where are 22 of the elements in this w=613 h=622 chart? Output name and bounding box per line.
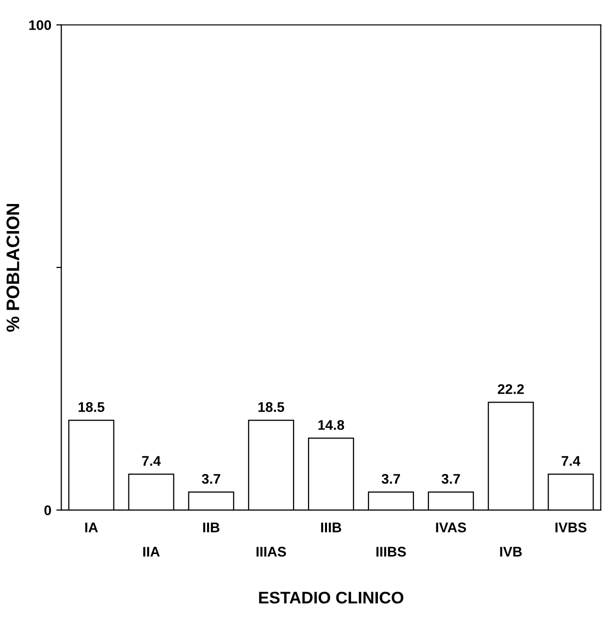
x-tick-label: IIIBS xyxy=(376,546,406,557)
data-label: 22.2 xyxy=(498,384,524,394)
data-label: 7.4 xyxy=(562,456,580,466)
data-label: 18.5 xyxy=(258,402,284,412)
x-tick-label: IIA xyxy=(143,546,160,556)
x-tick-label: IA xyxy=(85,522,98,532)
data-label: 14.8 xyxy=(318,420,344,430)
data-label: 3.7 xyxy=(382,474,400,484)
x-tick-label: IIIB xyxy=(321,522,342,532)
data-label: 3.7 xyxy=(442,474,460,484)
data-label: 18.5 xyxy=(78,402,104,412)
x-tick-label: IVAS xyxy=(436,522,466,532)
x-axis-title: ESTADIO CLINICO xyxy=(259,592,404,604)
y-axis-title: % POBLACION xyxy=(6,204,20,332)
data-label: 7.4 xyxy=(142,456,161,466)
data-label: 3.7 xyxy=(202,474,220,484)
y-tick-label: 100 xyxy=(29,20,52,30)
x-tick-label: IIB xyxy=(203,522,220,532)
x-tick-label: IIIAS xyxy=(256,546,286,557)
x-tick-label: IVB xyxy=(500,546,522,556)
x-tick-label: IVBS xyxy=(555,522,586,532)
y-tick-label: 0 xyxy=(44,505,52,516)
